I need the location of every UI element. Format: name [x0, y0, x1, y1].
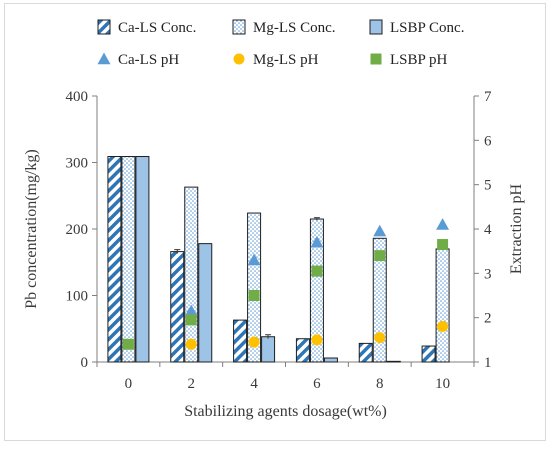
- bar-mg-ls-conc--8: [372, 237, 387, 363]
- x-tick-label: 6: [313, 376, 321, 392]
- bar-ca-ls-conc--4: [233, 319, 248, 363]
- point-mg-ls-ph-6: [311, 334, 323, 346]
- point-lsbp-ph-8: [374, 250, 386, 262]
- point-ca-ls-ph-8: [373, 224, 387, 237]
- point-lsbp-ph-0: [122, 338, 134, 350]
- point-mg-ls-ph-4: [248, 336, 260, 348]
- legend-marker-ca-ls-ph: [97, 52, 111, 65]
- point-ca-ls-ph-6: [310, 235, 324, 248]
- y2-tick-label: 3: [484, 266, 492, 282]
- y2-tick-label: 7: [484, 89, 492, 105]
- x-tick-label: 4: [250, 376, 258, 392]
- bar-ca-ls-conc--6: [295, 338, 310, 363]
- bar-lsbp-conc--0: [135, 156, 150, 363]
- y2-tick-label: 5: [484, 178, 492, 194]
- bar-ca-ls-conc--8: [358, 342, 373, 363]
- bar-lsbp-conc--2: [198, 243, 213, 363]
- point-ca-ls-ph-10: [436, 218, 450, 230]
- y-tick-label: 300: [66, 156, 89, 172]
- y2-tick-label: 6: [484, 133, 492, 149]
- y-axis-title: Pb concentration(mg/kg): [23, 149, 40, 309]
- plot-area: 0 100 200 300 400 1 2 3 4 5 6 7 0 2 4 6 8 10: [66, 89, 493, 392]
- x-tick-label: 2: [188, 376, 196, 392]
- x-tick-label: 0: [125, 376, 133, 392]
- right-y-ticks: 1 2 3 4 5 6 7: [474, 89, 492, 371]
- bar-mg-ls-conc--4: [247, 212, 262, 363]
- y-tick-label: 400: [66, 89, 89, 105]
- point-ca-ls-ph-2: [184, 304, 198, 317]
- bar-ca-ls-conc--0: [107, 156, 122, 363]
- x-tick-label: 8: [376, 376, 384, 392]
- x-ticks: 0 2 4 6 8 10: [96, 362, 475, 392]
- point-lsbp-ph-2: [185, 314, 197, 326]
- legend-marker-mg-ls-ph: [233, 53, 245, 65]
- legend-label-mg-ls-ph: Mg-LS pH: [253, 52, 319, 68]
- bar-mg-ls-conc--0: [121, 156, 136, 363]
- y2-tick-label: 2: [484, 311, 492, 327]
- y2-axis-title: Extraction pH: [508, 183, 525, 274]
- point-mg-ls-ph-10: [437, 321, 449, 333]
- legend-label-ca-ls-ph: Ca-LS pH: [118, 52, 179, 68]
- bar-lsbp-conc--6: [323, 357, 338, 363]
- bar-ca-ls-conc--2: [170, 251, 185, 363]
- legend-label-lsbp-conc-: LSBP Conc.: [390, 20, 464, 36]
- x-axis-title: Stabilizing agents dosage(wt%): [184, 403, 387, 420]
- bar-mg-ls-conc--10: [435, 248, 450, 363]
- error-bars: [174, 217, 320, 339]
- bar-lsbp-conc--8: [386, 360, 401, 363]
- figure-border: [4, 3, 546, 441]
- legend-label-mg-ls-conc-: Mg-LS Conc.: [253, 20, 336, 36]
- bar-ca-ls-conc--10: [421, 345, 436, 363]
- y2-tick-label: 1: [484, 355, 492, 371]
- legend-swatch-mg-ls-conc-: [232, 19, 246, 35]
- legend-label-lsbp-ph: LSBP pH: [390, 52, 448, 68]
- y-tick-label: 0: [81, 355, 89, 371]
- point-lsbp-ph-4: [248, 290, 260, 301]
- legend: Ca-LS Conc. Mg-LS Conc. LSBP Conc. Ca-LS pH…: [97, 19, 464, 68]
- x-tick-label: 10: [435, 376, 450, 392]
- point-mg-ls-ph-8: [374, 332, 386, 344]
- point-lsbp-ph-10: [437, 239, 449, 251]
- point-mg-ls-ph-2: [185, 338, 197, 350]
- legend-swatch-lsbp-conc-: [369, 19, 383, 35]
- y-tick-label: 100: [66, 289, 89, 305]
- left-y-ticks: 0 100 200 300 400: [66, 89, 97, 371]
- bar-mg-ls-conc--2: [184, 186, 199, 363]
- point-lsbp-ph-6: [311, 265, 323, 277]
- point-ca-ls-ph-4: [247, 253, 261, 266]
- legend-swatch-ca-ls-conc-: [97, 19, 111, 35]
- legend-label-ca-ls-conc-: Ca-LS Conc.: [118, 20, 196, 36]
- y-tick-label: 200: [66, 222, 89, 238]
- ph-points: [122, 218, 450, 350]
- bar-lsbp-conc--4: [261, 336, 276, 363]
- legend-marker-lsbp-ph: [370, 53, 382, 65]
- bar-marks: [107, 156, 450, 363]
- y2-tick-label: 4: [484, 222, 492, 238]
